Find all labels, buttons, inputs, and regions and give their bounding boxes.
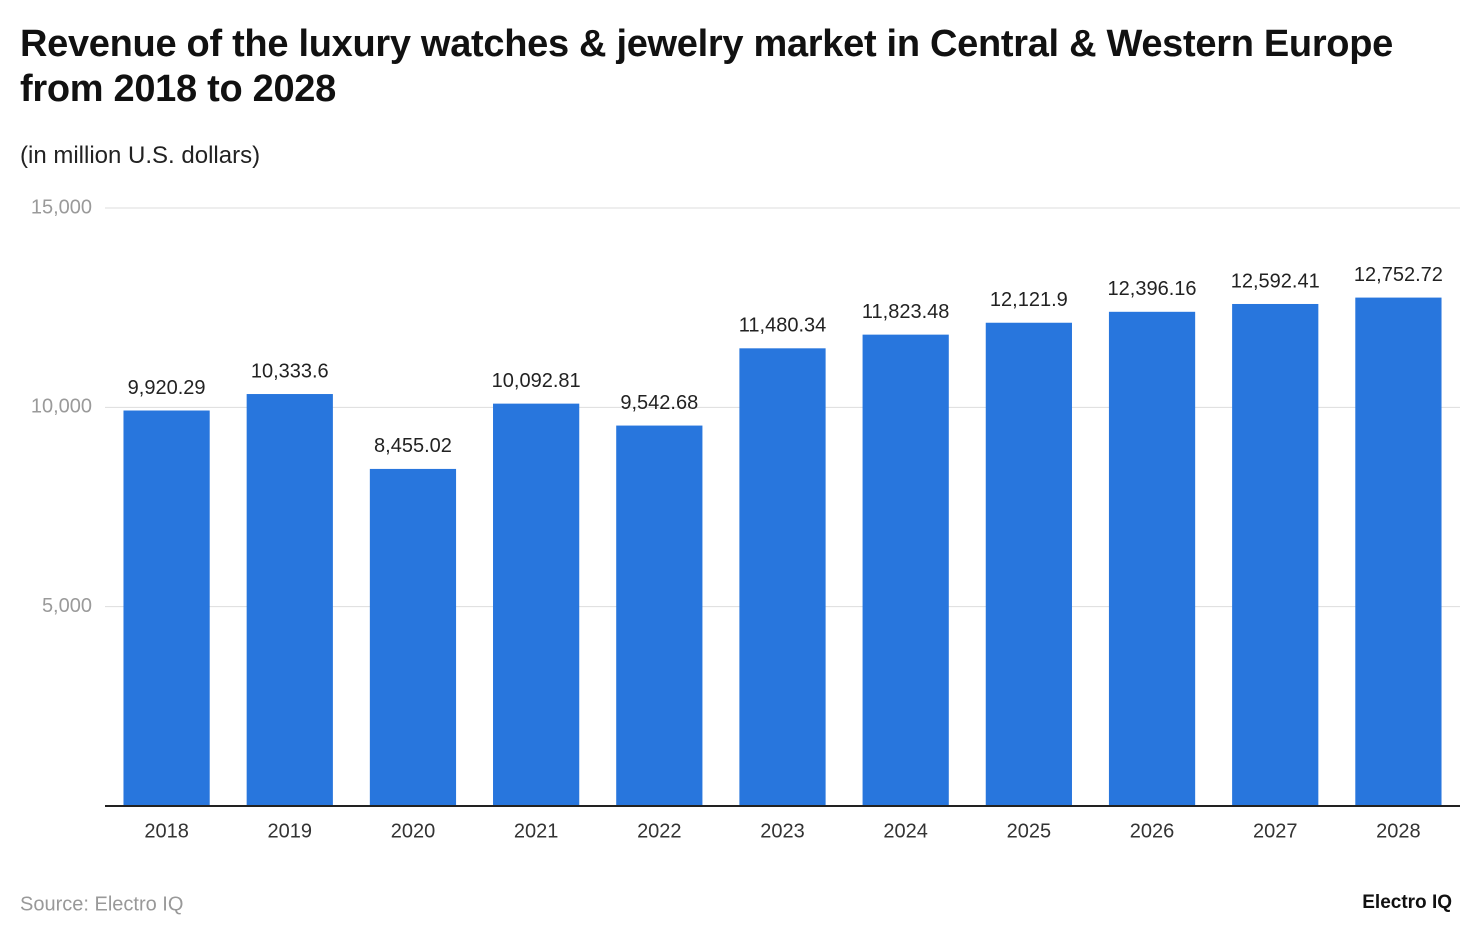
source: Source: Electro IQ	[20, 893, 183, 915]
x-tick-label: 2026	[1130, 820, 1175, 842]
bar	[616, 425, 703, 806]
bar	[246, 394, 333, 806]
brand: Electro IQ	[1362, 892, 1452, 913]
value-label: 12,592.41	[1231, 270, 1320, 292]
value-label: 9,920.29	[128, 377, 206, 399]
x-tick-label: 2019	[268, 820, 313, 842]
bar	[862, 334, 949, 806]
bar	[985, 322, 1072, 806]
bar	[1355, 297, 1442, 806]
value-label: 12,121.9	[990, 289, 1068, 311]
bar	[369, 468, 457, 806]
bar	[493, 403, 580, 806]
value-label: 8,455.02	[374, 435, 452, 457]
chart-title: Revenue of the luxury watches & jewelry …	[20, 23, 1393, 110]
x-tick-label: 2027	[1253, 820, 1298, 842]
x-tick-label: 2024	[883, 820, 928, 842]
y-tick-label: 10,000	[31, 396, 92, 418]
x-tick-label: 2025	[1007, 820, 1052, 842]
value-label: 11,480.34	[739, 315, 827, 337]
bar	[739, 348, 826, 806]
y-tick-label: 5,000	[42, 595, 92, 617]
chart-subtitle: (in million U.S. dollars)	[20, 142, 261, 169]
x-tick-label: 2028	[1376, 820, 1421, 842]
value-label: 10,333.6	[251, 360, 329, 382]
x-tick-label: 2021	[514, 820, 559, 842]
x-tick-label: 2022	[637, 820, 682, 842]
x-tick-label: 2020	[391, 820, 436, 842]
value-label: 9,542.68	[620, 392, 698, 414]
value-label: 12,396.16	[1108, 278, 1197, 300]
value-label: 12,752.72	[1354, 264, 1443, 286]
x-tick-label: 2018	[144, 820, 189, 842]
bar	[123, 410, 210, 806]
bar	[1108, 311, 1196, 806]
y-tick-label: 15,000	[31, 196, 92, 218]
value-label: 10,092.81	[492, 370, 581, 392]
value-label: 11,823.48	[862, 301, 950, 323]
x-tick-label: 2023	[760, 820, 805, 842]
bar	[1232, 303, 1319, 806]
